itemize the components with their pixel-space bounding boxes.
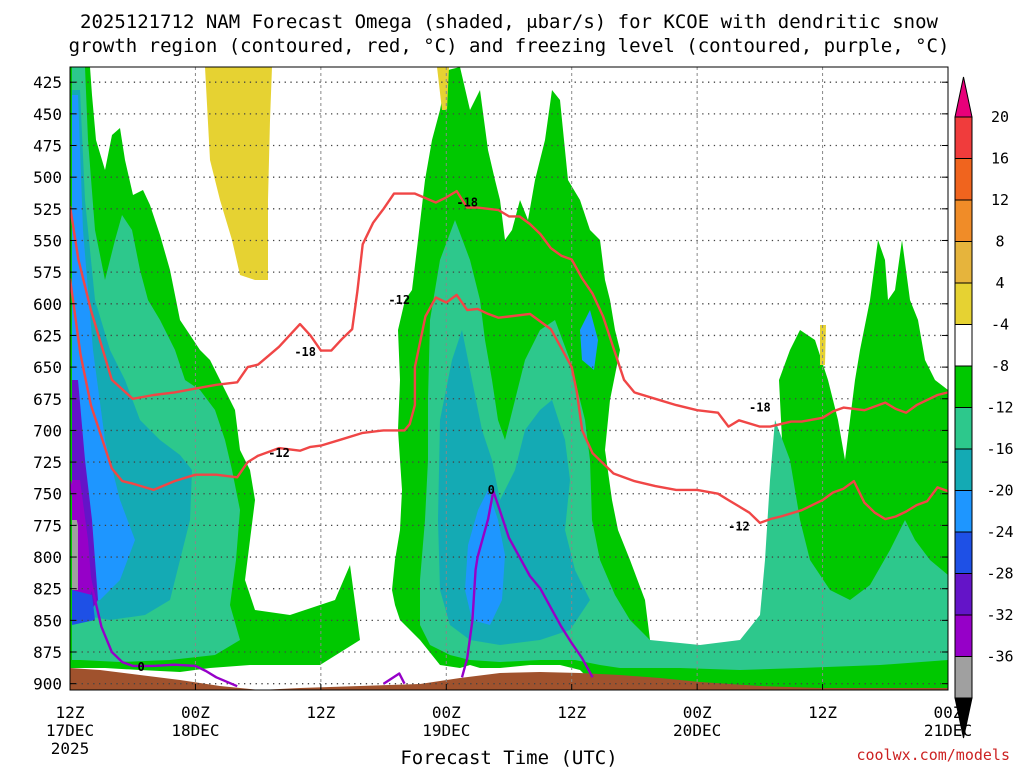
y-tick-label: 450 [33,105,62,124]
y-tick-label: 525 [33,200,62,219]
omega-shade-gt-4-b [437,67,449,110]
colorbar-swatch [954,490,973,533]
x-tick-label-date: 19DEC [422,721,470,740]
contour-label-purple: 0 [488,483,495,497]
colorbar-swatch [954,158,973,201]
contour-label-red: -18 [294,345,316,359]
y-tick-label: 800 [33,548,62,567]
colorbar-label: 8 [995,233,1004,251]
x-tick-label-year: 2025 [51,739,90,758]
colorbar-top-arrow [954,76,973,118]
y-axis: 425 450 475 500 525 550 575 600 625 650 675 700 725 7… [33,73,948,694]
omega-shade-lt-16-left [72,95,135,600]
colorbar-label: -28 [986,565,1013,583]
contour-line [70,189,948,428]
colorbar-label: -32 [986,606,1013,624]
contour-line [382,672,406,685]
colorbar-swatch [954,282,973,325]
y-tick-label: 500 [33,168,62,187]
chart-subtitle: growth region (contoured, red, °C) and f… [69,35,950,57]
contour-label-purple: 0 [137,660,144,674]
colorbar-swatch [954,116,973,159]
colorbar-swatch [954,407,973,450]
plot-frame [69,66,949,691]
x-tick-label-time: 00Z [181,703,210,722]
x-tick-label-time: 12Z [306,703,335,722]
omega-shade-lt-32-left [72,520,78,590]
y-tick-label: 750 [33,485,62,504]
colorbar-label: 20 [991,108,1009,126]
y-tick-label: 825 [33,580,62,599]
contour-line [70,278,948,525]
contour-label-red: -12 [268,446,290,460]
x-axis-label: Forecast Time (UTC) [400,747,617,768]
colorbar-swatch [954,614,973,657]
colorbar-bottom-arrow [954,697,973,739]
x-tick-label-time: 12Z [56,703,85,722]
y-tick-label: 575 [33,263,62,282]
contour-labels: -18 -12 -18 -12 -18 -12 0 0 [137,195,771,674]
colorbar-label: -24 [986,523,1013,541]
y-tick-label: 650 [33,358,62,377]
x-tick-label-date: 21DEC [924,721,972,740]
colorbar-swatch [954,448,973,491]
y-tick-label: 850 [33,611,62,630]
x-tick-label-date: 20DEC [673,721,721,740]
y-tick-label: 900 [33,675,62,694]
x-tick-label-time: 00Z [934,703,963,722]
omega-shade-lt-16-top [580,310,598,370]
y-tick-label: 725 [33,453,62,472]
colorbar-swatch [954,199,973,242]
colorbar-swatch [954,365,973,408]
contour-label-red: -12 [728,520,750,534]
x-tick-label-time: 12Z [808,703,837,722]
omega-shade-lt-20-left [72,590,95,625]
omega-shading [70,67,948,690]
colorbar-swatch [954,531,973,574]
colorbar-swatch [954,573,973,616]
omega-shade-gt-4-a [205,67,272,280]
contour-label-red: -18 [749,401,771,415]
colorbar-swatch [954,241,973,284]
y-tick-label: 700 [33,421,62,440]
x-tick-label-time: 12Z [557,703,586,722]
chart-title: 2025121712 NAM Forecast Omega (shaded, μ… [80,11,938,33]
y-tick-label: 775 [33,516,62,535]
y-tick-label: 625 [33,326,62,345]
y-tick-label: 675 [33,390,62,409]
y-tick-label: 600 [33,295,62,314]
y-tick-label: 475 [33,137,62,156]
y-tick-label: 550 [33,231,62,250]
y-tick-label: 425 [33,73,62,92]
colorbar-label: -4 [991,316,1009,334]
colorbar-swatch [954,324,973,367]
x-tick-label-date: 18DEC [171,721,219,740]
colorbar-label: 16 [991,150,1009,168]
y-tick-label: 875 [33,643,62,662]
colorbar-label: 4 [995,274,1004,292]
x-tick-label-date: 17DEC [46,721,94,740]
colorbar-label: -20 [986,482,1013,500]
x-tick-label-time: 00Z [432,703,461,722]
credit-text: coolwx.com/models [856,746,1010,764]
x-tick-label-time: 00Z [683,703,712,722]
colorbar-label: -12 [986,399,1013,417]
contour-label-red: -12 [388,293,410,307]
colorbar-label: -36 [986,648,1013,666]
colorbar-label: -16 [986,440,1013,458]
colorbar: 20 16 12 8 4 -4 -8 -12 -16 -20 -24 -28 -32 -36 [954,76,1014,739]
colorbar-swatch [954,656,973,699]
grid-lines [70,67,948,690]
contour-line [70,480,238,688]
colorbar-label: 12 [991,191,1009,209]
colorbar-label: -8 [991,357,1009,375]
contour-label-red: -18 [456,195,478,209]
contour-line [460,490,594,678]
terrain [70,668,948,690]
contour-lines [70,189,948,688]
